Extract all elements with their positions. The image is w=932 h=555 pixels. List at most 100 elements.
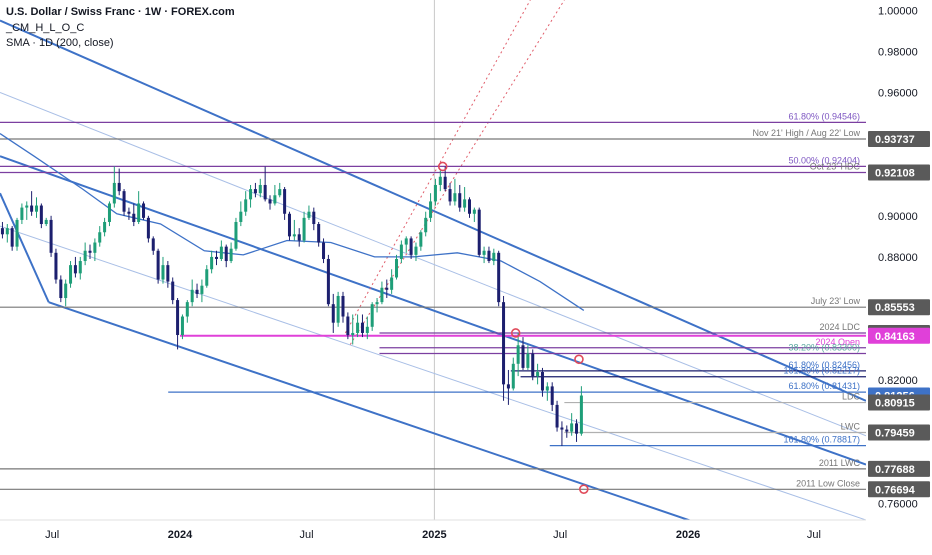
candle: [83, 242, 87, 266]
candle-body: [365, 326, 369, 333]
candle-body: [210, 256, 214, 270]
candle-body: [258, 184, 262, 194]
candle: [224, 244, 228, 268]
candle-body: [536, 372, 540, 377]
candle-body: [244, 199, 248, 212]
candle-body: [64, 283, 68, 299]
candle: [151, 236, 155, 255]
candle-body: [346, 316, 350, 336]
candle: [200, 279, 204, 303]
candle-body: [10, 228, 14, 247]
candle: [560, 421, 564, 447]
candle-body: [185, 302, 189, 317]
candle-body: [49, 219, 53, 253]
candle-body: [166, 265, 170, 282]
candle: [30, 191, 34, 216]
candle-body: [190, 289, 194, 303]
candle: [322, 238, 326, 264]
candle-body: [331, 304, 335, 323]
candle-body: [107, 203, 111, 222]
time-axis: Jul 2024 Jul 2025 Jul 2026 Jul: [0, 519, 866, 550]
candle: [142, 201, 146, 220]
candle: [292, 219, 296, 241]
candle: [210, 250, 214, 274]
candle-body: [356, 322, 360, 333]
candle-body: [25, 205, 29, 208]
candle-body: [380, 287, 384, 303]
price-tag-bg: [868, 164, 930, 181]
candle-body: [555, 404, 559, 428]
candle-body: [249, 189, 253, 200]
level-label: 2024 LDC: [819, 322, 860, 332]
candle-body: [521, 345, 525, 368]
price-tick-label: 0.88000: [878, 252, 918, 264]
candle-body: [224, 246, 228, 262]
level-label: 2011 Low Close: [796, 478, 860, 488]
candle-body: [395, 258, 399, 278]
candle: [536, 363, 540, 385]
indicator-label-hloc: _CM_H_L_O_C: [6, 22, 85, 34]
candle-body: [15, 219, 19, 247]
candle: [39, 203, 43, 229]
candle-body: [477, 209, 481, 255]
channel-line: [0, 155, 866, 466]
candle: [521, 337, 525, 370]
candle: [15, 217, 19, 251]
candle: [497, 250, 501, 307]
candle: [555, 400, 559, 432]
candle-body: [458, 193, 462, 208]
candle-body: [292, 234, 296, 237]
candle: [331, 293, 335, 333]
candle-body: [161, 265, 165, 280]
candle: [463, 187, 467, 212]
candle-body: [375, 302, 379, 305]
candle: [127, 207, 131, 220]
candle: [122, 189, 126, 216]
time-tick-label: Jul: [807, 529, 821, 541]
candle-body: [472, 209, 476, 214]
candle: [49, 215, 53, 257]
candle: [516, 332, 520, 377]
candle: [419, 230, 423, 251]
candle: [526, 345, 530, 370]
level-label: 61.80% (0.82456): [788, 360, 860, 370]
candle: [98, 226, 102, 247]
candle: [103, 217, 107, 237]
candle: [25, 201, 29, 220]
candle-body: [370, 304, 374, 327]
candle-body: [341, 295, 345, 317]
candle: [370, 302, 374, 331]
candle-body: [351, 332, 355, 336]
plot-area: [0, 0, 866, 520]
candle: [453, 178, 457, 206]
candle-body: [492, 252, 496, 262]
candle-body: [5, 228, 9, 235]
pivot-marker: [574, 354, 584, 365]
candle-body: [117, 182, 121, 192]
time-tick-label: Jul: [45, 529, 59, 541]
candle-body: [297, 234, 301, 241]
candle: [565, 425, 569, 438]
candle-body: [34, 205, 38, 212]
candle-body: [180, 316, 184, 336]
price-tick-label: 0.96000: [878, 87, 918, 99]
candle: [205, 265, 209, 288]
pivot-marker: [437, 161, 448, 172]
candle: [239, 201, 243, 227]
price-tick-label: 0.90000: [878, 211, 918, 223]
candle-body: [312, 211, 316, 225]
candle-body: [360, 322, 364, 333]
candle: [166, 261, 170, 288]
time-tick-label: 2026: [676, 529, 700, 541]
candle-body: [59, 279, 63, 299]
candle-body: [390, 277, 394, 290]
candle-body: [146, 217, 150, 239]
candle: [385, 279, 389, 299]
candle: [176, 298, 180, 350]
price-tag-bg: [868, 394, 930, 411]
candle: [20, 203, 24, 225]
candle-body: [565, 429, 569, 432]
price-tag-text: 0.84163: [875, 331, 915, 343]
price-tick-label: 0.82000: [878, 375, 918, 387]
